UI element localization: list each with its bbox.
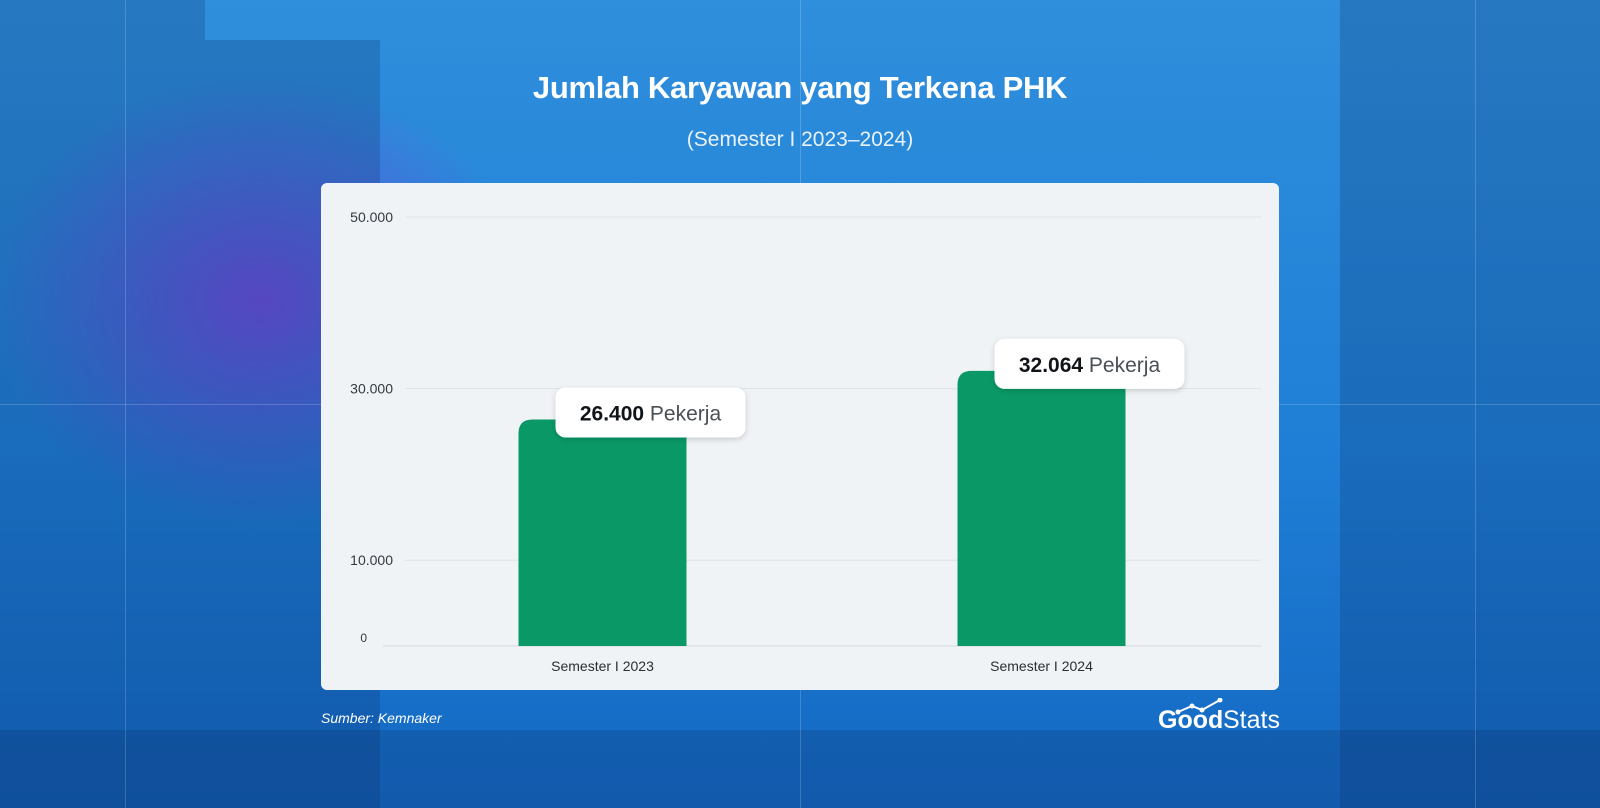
- x-tick-label: Semester I 2024: [990, 658, 1093, 674]
- logo-text-stats: Stats: [1223, 706, 1280, 734]
- chart-title: Jumlah Karyawan yang Terkena PHK: [532, 70, 1068, 105]
- chart-card: 0 10.000 30.000 50.000 Semester I 2023 26.400…: [321, 183, 1279, 690]
- y-tick-label: 50.000: [350, 209, 393, 225]
- bar: [518, 419, 687, 646]
- y-tick-label: 0: [360, 631, 367, 645]
- data-label: 32.064 Pekerja: [1019, 354, 1161, 377]
- background-grid-line: [1475, 0, 1476, 808]
- bar: [957, 370, 1126, 646]
- goodstats-logo: Good Stats: [1158, 698, 1280, 734]
- y-tick-label: 10.000: [350, 552, 393, 568]
- y-tick-label: 30.000: [350, 381, 393, 397]
- background-street: [0, 730, 1600, 808]
- background-building-right: [1340, 0, 1600, 808]
- data-label-box: [555, 387, 746, 438]
- background-building-left: [0, 0, 205, 808]
- data-label-box: [994, 338, 1185, 389]
- x-tick-label: Semester I 2023: [551, 658, 654, 674]
- bar-chart: 0 10.000 30.000 50.000 Semester I 2023 26.400…: [350, 209, 1261, 674]
- background-grid-line: [125, 0, 126, 808]
- logo-text-good: Good: [1158, 706, 1223, 734]
- chart-subtitle: (Semester I 2023–2024): [686, 128, 914, 151]
- source-note: Sumber: Kemnaker: [321, 710, 442, 726]
- logo-trend-icon: [1177, 699, 1221, 713]
- data-label: 26.400 Pekerja: [580, 402, 722, 425]
